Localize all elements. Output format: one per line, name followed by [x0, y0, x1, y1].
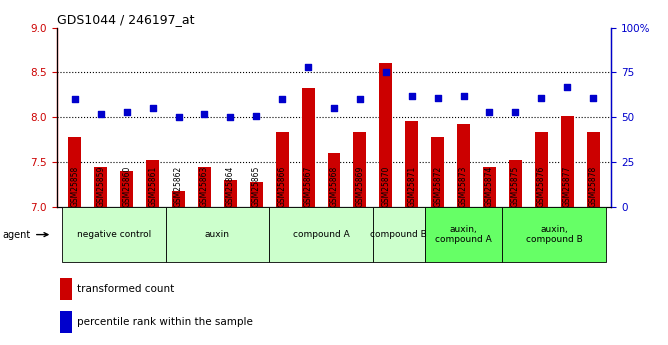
Bar	[198, 167, 211, 207]
Text: GSM25865: GSM25865	[252, 166, 261, 207]
Bar	[60, 278, 72, 299]
Point	[355, 97, 365, 102]
Point	[484, 109, 495, 115]
Point	[225, 115, 236, 120]
Point	[406, 93, 417, 99]
Text: GSM25862: GSM25862	[174, 166, 183, 207]
Bar	[587, 132, 600, 207]
Point	[277, 97, 287, 102]
Bar	[560, 116, 574, 207]
Point	[303, 64, 313, 70]
Point	[122, 109, 132, 115]
Text: auxin,
compound A: auxin, compound A	[435, 225, 492, 244]
Text: GSM25864: GSM25864	[226, 166, 235, 207]
Bar	[353, 132, 366, 207]
Text: negative control: negative control	[77, 230, 151, 239]
Text: GSM25873: GSM25873	[459, 166, 468, 207]
Text: GSM25871: GSM25871	[407, 166, 416, 207]
Text: GSM25869: GSM25869	[355, 166, 365, 207]
Bar	[172, 191, 185, 207]
Point	[588, 95, 599, 100]
Text: auxin: auxin	[205, 230, 230, 239]
Bar	[62, 207, 166, 262]
Point	[96, 111, 106, 117]
Text: GSM25874: GSM25874	[485, 166, 494, 207]
Bar	[483, 167, 496, 207]
Bar	[502, 207, 606, 262]
Text: transformed count: transformed count	[77, 284, 174, 294]
Text: GSM25863: GSM25863	[200, 166, 209, 207]
Point	[173, 115, 184, 120]
Text: GSM25866: GSM25866	[278, 166, 287, 207]
Point	[199, 111, 210, 117]
Bar	[166, 207, 269, 262]
Text: GSM25872: GSM25872	[433, 166, 442, 207]
Point	[536, 95, 546, 100]
Point	[562, 84, 572, 90]
Bar	[94, 167, 108, 207]
Bar	[68, 137, 81, 207]
Text: GSM25878: GSM25878	[589, 166, 598, 207]
Text: percentile rank within the sample: percentile rank within the sample	[77, 317, 253, 327]
Text: GSM25859: GSM25859	[96, 166, 106, 207]
Point	[510, 109, 520, 115]
Text: GSM25860: GSM25860	[122, 166, 131, 207]
Bar	[425, 207, 502, 262]
Bar	[302, 88, 315, 207]
Point	[148, 106, 158, 111]
Bar	[224, 180, 237, 207]
Bar	[535, 132, 548, 207]
Point	[251, 113, 262, 118]
Point	[432, 95, 443, 100]
Bar	[457, 124, 470, 207]
Text: agent: agent	[3, 230, 48, 239]
Bar	[250, 182, 263, 207]
Point	[69, 97, 80, 102]
Text: GSM25876: GSM25876	[537, 166, 546, 207]
Bar	[373, 207, 425, 262]
Bar	[327, 153, 341, 207]
Text: auxin,
compound B: auxin, compound B	[526, 225, 582, 244]
Text: compound A: compound A	[293, 230, 349, 239]
Bar	[269, 207, 373, 262]
Text: GSM25870: GSM25870	[381, 166, 390, 207]
Point	[458, 93, 469, 99]
Text: GSM25875: GSM25875	[511, 166, 520, 207]
Text: GDS1044 / 246197_at: GDS1044 / 246197_at	[57, 13, 194, 27]
Point	[381, 70, 391, 75]
Bar	[509, 160, 522, 207]
Text: GSM25861: GSM25861	[148, 166, 157, 207]
Bar	[431, 137, 444, 207]
Bar	[60, 311, 72, 333]
Text: GSM25877: GSM25877	[562, 166, 572, 207]
Bar	[146, 160, 159, 207]
Text: GSM25868: GSM25868	[329, 166, 339, 207]
Text: GSM25867: GSM25867	[303, 166, 313, 207]
Point	[329, 106, 339, 111]
Bar	[405, 121, 418, 207]
Bar	[276, 132, 289, 207]
Text: compound B: compound B	[370, 230, 427, 239]
Bar	[120, 171, 133, 207]
Text: GSM25858: GSM25858	[70, 166, 79, 207]
Bar	[379, 63, 392, 207]
